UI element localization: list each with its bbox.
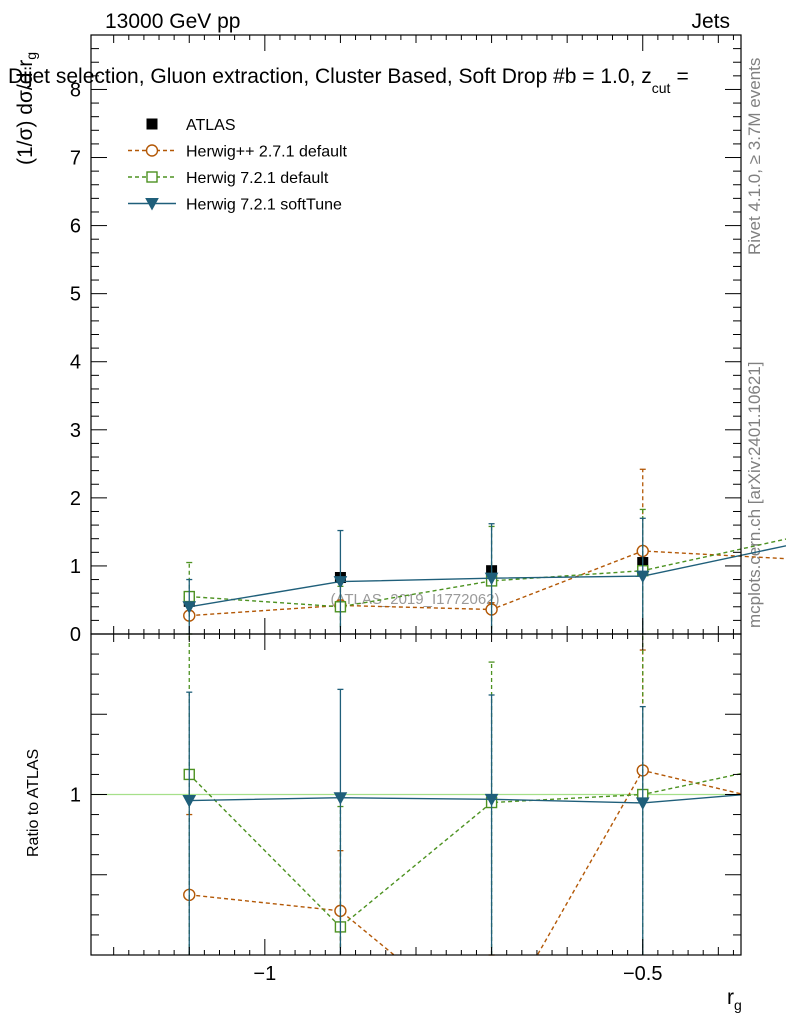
main-y-axis-label: (1/σ) dσ/d rg [14,52,39,165]
category-label: Jets [691,10,730,33]
y-tick-label: 3 [70,420,81,442]
y-tick-label: 7 [70,148,81,170]
ratio-point-herwig-7-2-1-softtune [333,792,348,805]
x-tick-label: −1 [253,963,276,985]
y-tick-label: 4 [70,352,81,374]
y-tick-label: 2 [70,488,81,510]
rivet-label: Rivet 4.1.0, ≥ 3.7M events [745,58,764,255]
legend-marker [145,198,159,211]
point-herwig-7-2-1-softtune [333,576,348,589]
y-tick-label: 6 [70,216,81,238]
legend-entry-atlas: ATLAS [146,117,236,134]
ratio-point-herwig-7-2-1-softtune [484,793,499,807]
ratio-line-herwig-7-2-1-softtune [189,794,741,804]
x-axis-label: rg [727,986,742,1013]
x-tick-label: −0.5 [623,963,662,985]
y-tick-label: 5 [70,284,81,306]
line-herwig-7-2-1-softtune [189,545,786,608]
y-tick-label: 0 [70,624,81,646]
line-herwig-2-7-1-default [189,550,786,617]
legend-label: Herwig++ 2.7.1 default [186,144,348,161]
legend-label: ATLAS [186,117,236,134]
energy-label: 13000 GeV pp [105,10,240,33]
legend-label: Herwig 7.2.1 default [186,170,329,187]
mcplots-label: mcplots.cern.ch [arXiv:2401.10621] [745,362,764,628]
legend-label: Herwig 7.2.1 softTune [186,197,342,214]
legend-entry-herwig-7-2-1-default: Herwig 7.2.1 default [128,170,329,187]
analysis-watermark: (ATLAS_2019_I1772062) [330,591,499,608]
line-herwig-7-2-1-default [189,538,786,608]
selection-label: Dijet selection, Gluon extraction, Clust… [8,65,689,96]
legend-marker [145,144,159,157]
y-tick-label: 1 [70,556,81,578]
point-herwig-7-2-1-softtune [635,570,650,584]
point-herwig-7-2-1-softtune [484,572,499,586]
ratio-point-herwig-7-2-1-softtune [635,797,650,810]
y-tick-label: 8 [70,79,81,101]
ratio-y-tick-label: 1 [70,785,81,807]
legend-entry-herwig-7-2-1-softtune: Herwig 7.2.1 softTune [128,197,342,214]
ratio-line-herwig-7-2-1-default [188,772,741,928]
legend-entry-herwig-2-7-1-default: Herwig++ 2.7.1 default [128,144,348,161]
legend-marker [146,171,158,183]
legend-marker [146,118,158,130]
series-herwig-7-2-1-default [183,508,786,955]
ratio-point-herwig-7-2-1-softtune [182,795,197,808]
point-herwig-7-2-1-softtune [182,601,197,614]
ratio-line-herwig-2-7-1-default [189,769,741,955]
series-herwig-7-2-1-softtune [182,517,786,955]
ratio-y-axis-label: Ratio to ATLAS [25,749,42,857]
